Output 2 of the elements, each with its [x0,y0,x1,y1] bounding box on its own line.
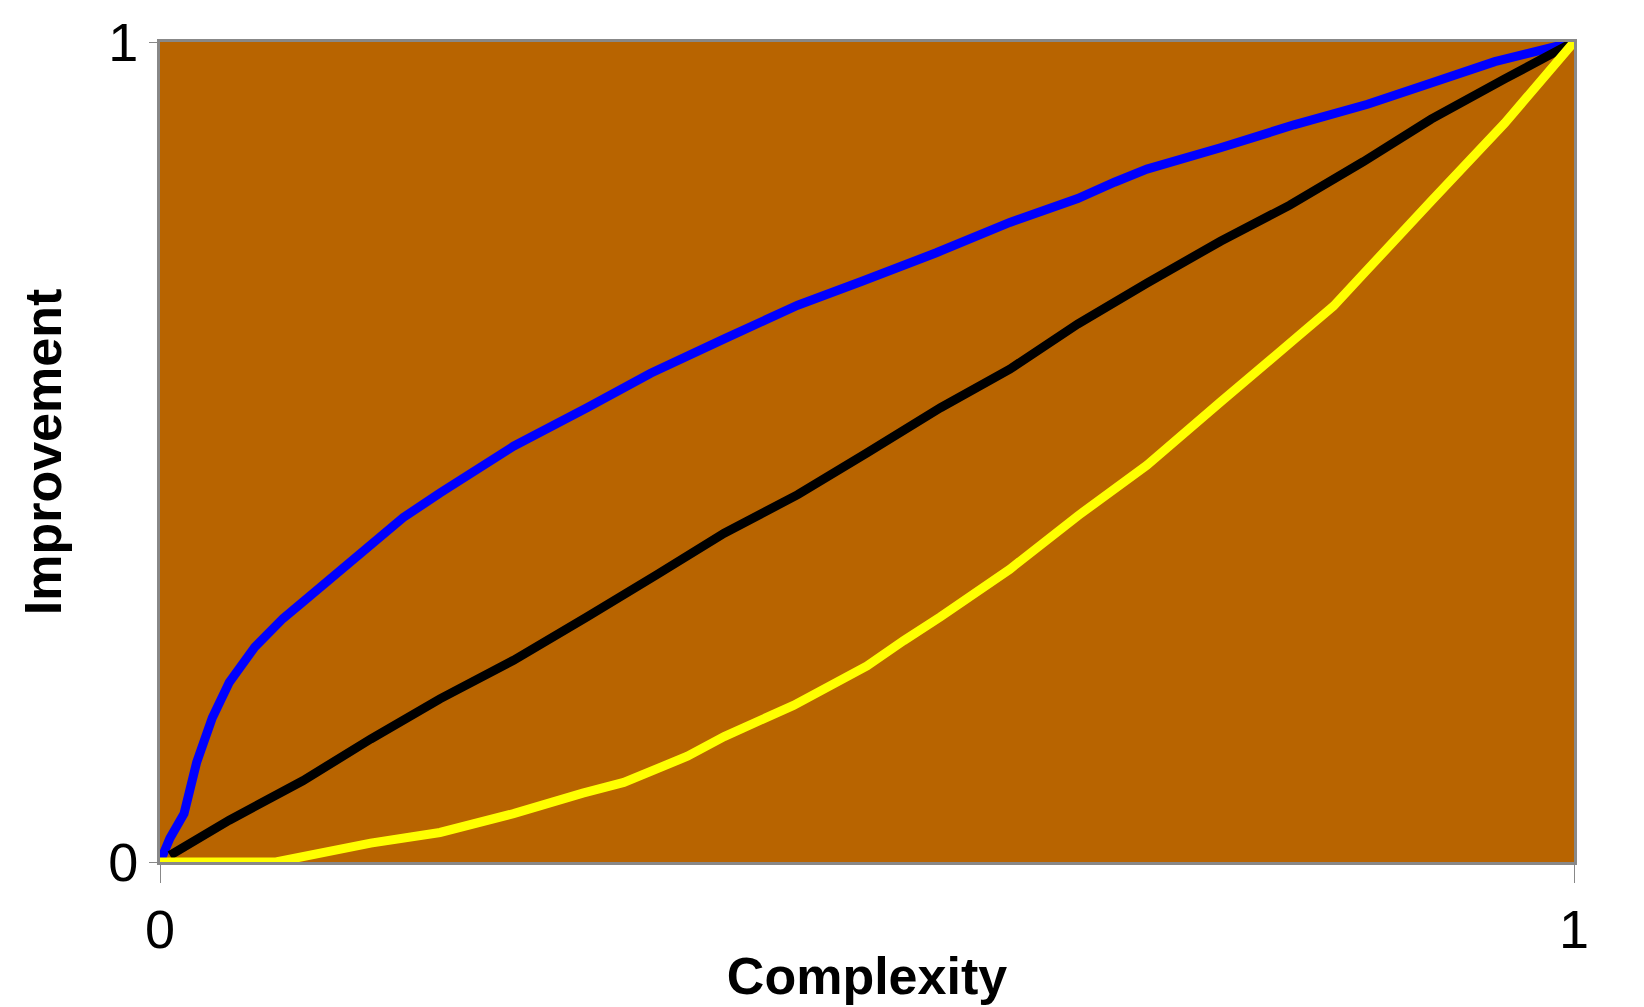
x-axis-title: Complexity [726,946,1008,1005]
y-axis-title: Improvement [14,288,73,616]
